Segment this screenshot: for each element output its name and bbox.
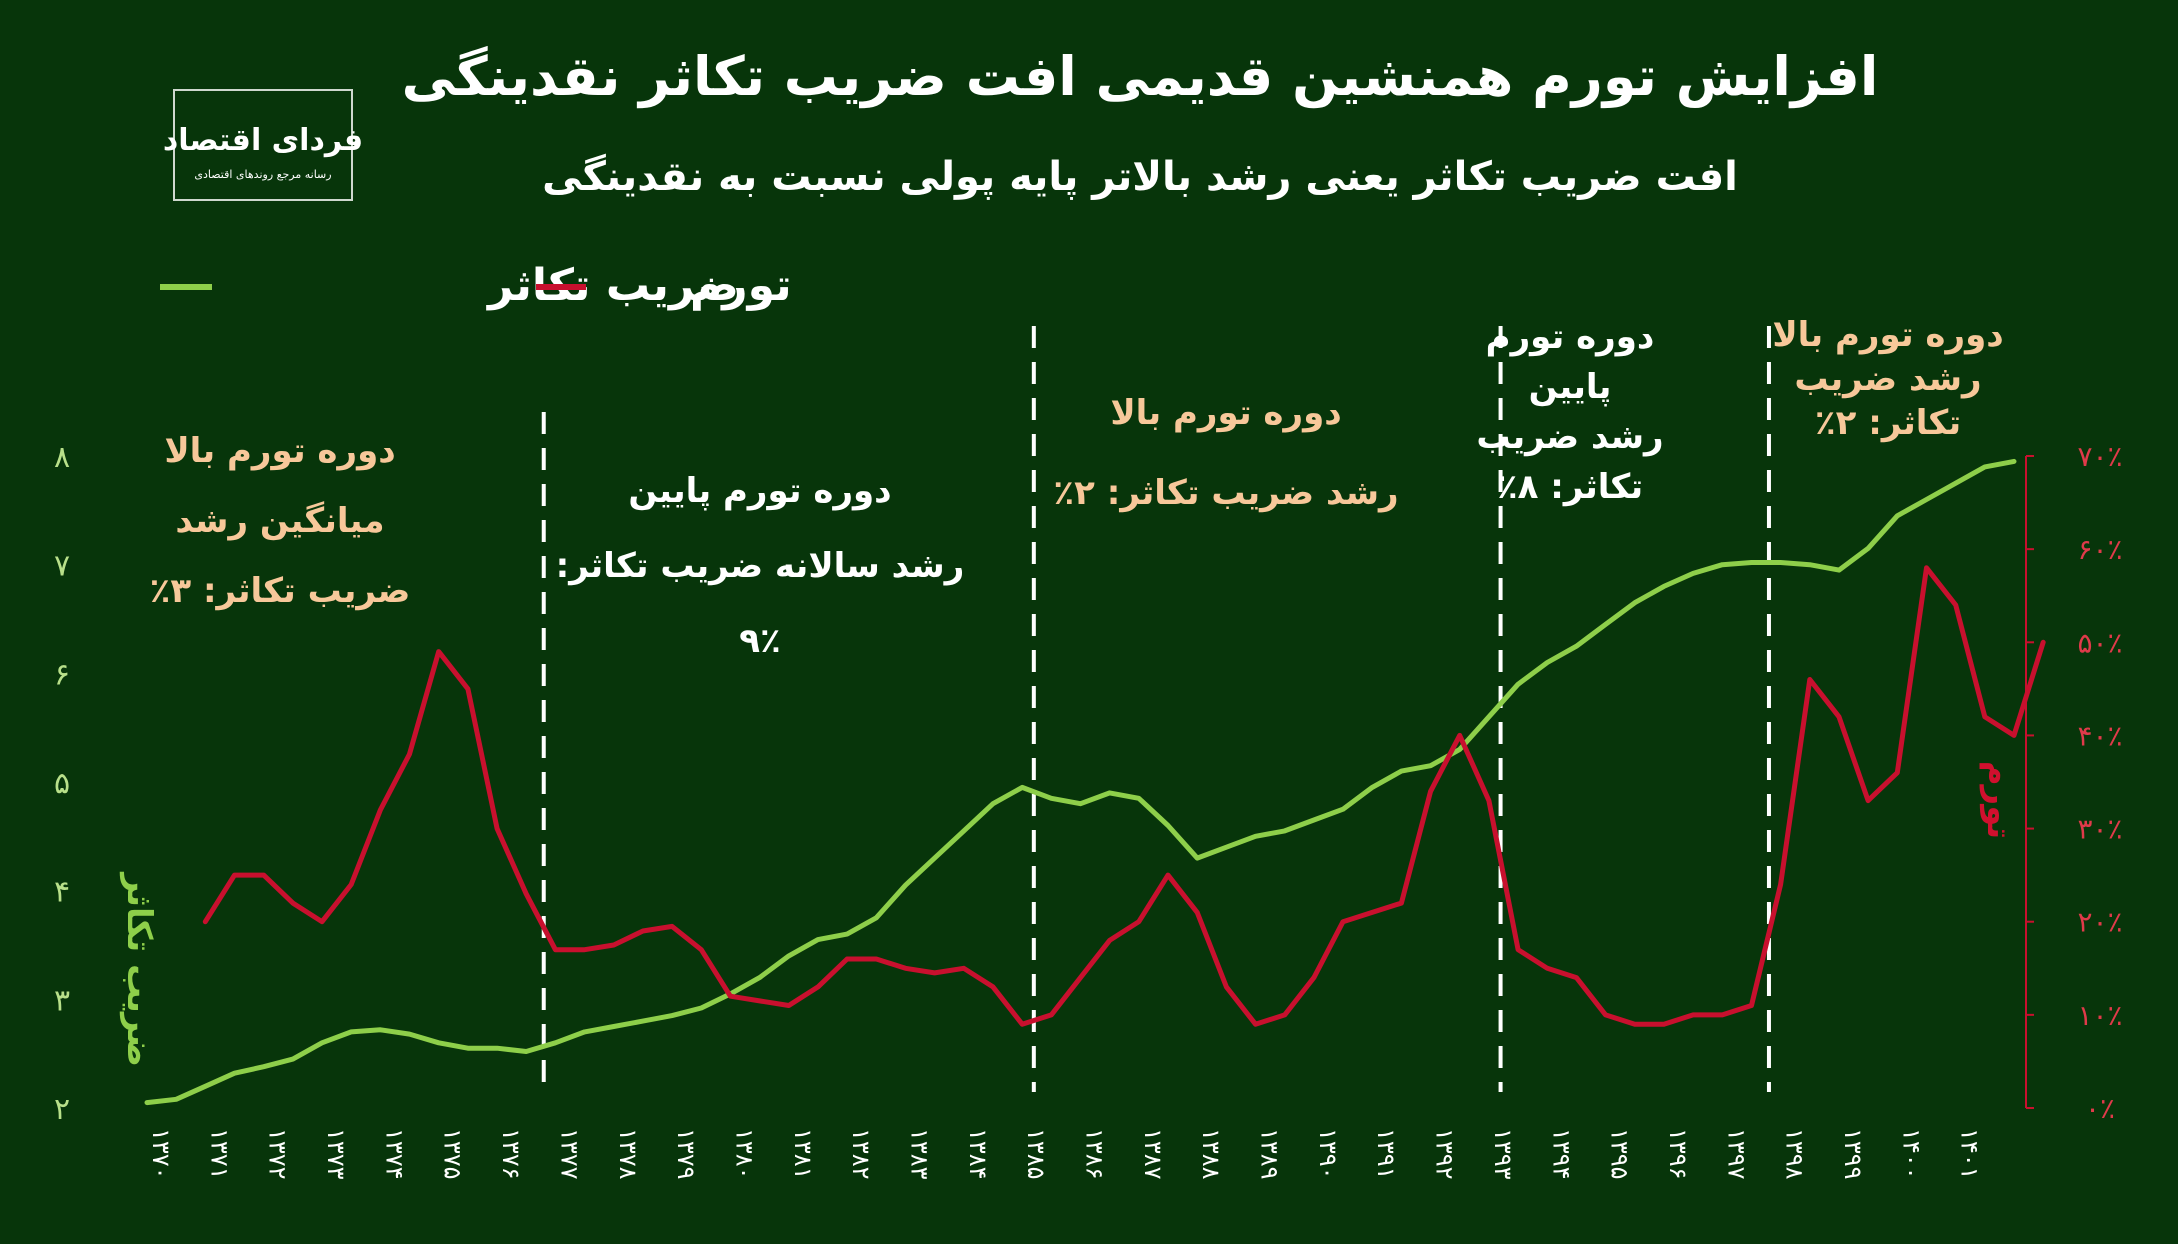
period-annotation: دوره تورم بالا (1110, 393, 1341, 433)
x-tick-label: ۱۳۹۹ (1839, 1128, 1867, 1180)
x-tick-label: ۱۴۰۱ (1956, 1128, 1984, 1180)
x-tick-label: ۱۳۹۶ (1664, 1128, 1692, 1180)
logo: فردای اقتصاد رسانه مرجع روندهای اقتصادی (163, 89, 363, 201)
annotation-layer: دوره تورم بالا میانگین رشد ضریب تکاثر: ۳٪ د… (150, 315, 2004, 661)
x-tick-label: ۱۳۸۷ (1139, 1128, 1167, 1180)
divider-layer (541, 326, 1771, 1092)
series-layer (144, 458, 2046, 1106)
x-tick-label: ۱۳۹۱ (1372, 1128, 1400, 1180)
x-tick-label: ۱۳۸۲ (847, 1128, 875, 1180)
left-tick-label: ۳ (54, 983, 70, 1018)
x-tick-label: ۱۳۹۴ (1547, 1128, 1575, 1180)
x-tick-label: ۱۳۷۴ (380, 1128, 408, 1180)
right-tick-label: ۰٪ (2085, 1092, 2115, 1125)
left-tick-label: ۶ (54, 657, 70, 692)
period-annotation: ضریب تکاثر: ۳٪ (150, 571, 411, 611)
left-tick-label: ۸ (54, 440, 70, 475)
left-axis-title: ضریب تکاثر (119, 871, 159, 1067)
left-tick-label: ۷ (54, 549, 70, 584)
period-annotation: تکاثر: ۲٪ (1815, 403, 1961, 443)
left-tick-label: ۵ (54, 766, 70, 801)
logo-tagline: رسانه مرجع روندهای اقتصادی (194, 168, 331, 181)
period-annotation: دوره تورم بالا (1772, 315, 2003, 355)
period-annotation: دوره تورم پایین (628, 471, 891, 511)
period-annotation: پایین (1529, 367, 1612, 407)
x-tick-label: ۱۳۸۰ (730, 1128, 758, 1180)
right-tick-label: ۴۰٪ (2077, 719, 2122, 752)
right-tick-label: ۱۰٪ (2077, 999, 2122, 1032)
x-tick-label: ۱۳۸۵ (1022, 1128, 1050, 1180)
x-tick-label: ۱۴۰۰ (1897, 1128, 1925, 1180)
x-tick-label: ۱۳۷۶ (497, 1128, 525, 1180)
x-tick-label: ۱۳۹۷ (1722, 1128, 1750, 1180)
left-tick-label: ۲ (54, 1092, 70, 1127)
inflation-line (202, 565, 2046, 1027)
right-tick-label: ۲۰٪ (2077, 906, 2122, 939)
legend-label-inflation: تورم (690, 260, 792, 311)
right-tick-label: ۷۰٪ (2077, 440, 2122, 473)
axes-layer: ۲ ۳ ۴ ۵ ۶ ۷ ۸ ۰٪ ۱۰٪ ۲۰٪ ۳۰٪ ۴۰٪ ۵۰٪ ۶۰٪ ۷۰٪ ۱۳۷۰ ۱۳۷۱ ۱۳… (54, 440, 2123, 1180)
x-tick-label: ۱۳۹۲ (1431, 1128, 1459, 1180)
x-tick-label: ۱۳۷۱ (205, 1128, 233, 1180)
right-axis-title: تورم (1979, 761, 2019, 840)
period-annotation: دوره تورم بالا (164, 431, 395, 471)
legend-label-multiplier: ضریب تکاثر (486, 260, 739, 311)
left-tick-label: ۴ (54, 875, 70, 910)
x-tick-label: ۱۳۸۱ (789, 1128, 817, 1180)
period-annotation: میانگین رشد (175, 501, 384, 541)
x-tick-label: ۱۳۷۲ (264, 1128, 292, 1180)
period-annotation: تکاثر: ۸٪ (1497, 467, 1643, 507)
legend: ضریب تکاثر تورم (160, 260, 792, 311)
x-tick-label: ۱۳۸۴ (964, 1128, 992, 1180)
logo-text: فردای اقتصاد (163, 123, 363, 158)
x-tick-label: ۱۳۷۹ (672, 1128, 700, 1180)
right-tick-label: ۶۰٪ (2077, 533, 2122, 566)
period-annotation: رشد سالانه ضریب تکاثر: (556, 546, 965, 586)
x-tick-label: ۱۳۹۳ (1489, 1128, 1517, 1180)
x-tick-label: ۱۳۸۶ (1081, 1128, 1109, 1180)
right-tick-label: ۵۰٪ (2077, 626, 2122, 659)
x-tick-label: ۱۳۸۹ (1256, 1128, 1284, 1180)
x-tick-label: ۱۳۹۵ (1606, 1128, 1634, 1180)
period-annotation: رشد ضریب تکاثر: ۲٪ (1053, 473, 1398, 513)
right-tick-label: ۳۰٪ (2077, 813, 2122, 846)
x-tick-label: ۱۳۸۸ (1197, 1128, 1225, 1180)
period-annotation: رشد ضریب (1794, 359, 1981, 399)
x-tick-label: ۱۳۷۸ (614, 1128, 642, 1180)
period-annotation: رشد ضریب (1476, 417, 1663, 457)
x-tick-label: ۱۳۹۰ (1314, 1128, 1342, 1180)
x-tick-label: ۱۳۹۸ (1781, 1128, 1809, 1180)
chart-subtitle: افت ضریب تکاثر یعنی رشد بالاتر پایه پولی… (542, 153, 1738, 200)
x-tick-label: ۱۳۷۷ (555, 1128, 583, 1180)
chart-title: افزایش تورم همنشین قدیمی افت ضریب تکاثر … (402, 45, 1879, 108)
period-annotation: ۹٪ (739, 621, 781, 661)
x-tick-label: ۱۳۷۳ (322, 1128, 350, 1180)
period-annotation: دوره تورم (1486, 317, 1655, 357)
multiplier-line (144, 458, 2017, 1106)
x-tick-label: ۱۳۷۰ (147, 1128, 175, 1180)
x-tick-label: ۱۳۸۳ (905, 1128, 933, 1180)
x-tick-label: ۱۳۷۵ (439, 1128, 467, 1180)
